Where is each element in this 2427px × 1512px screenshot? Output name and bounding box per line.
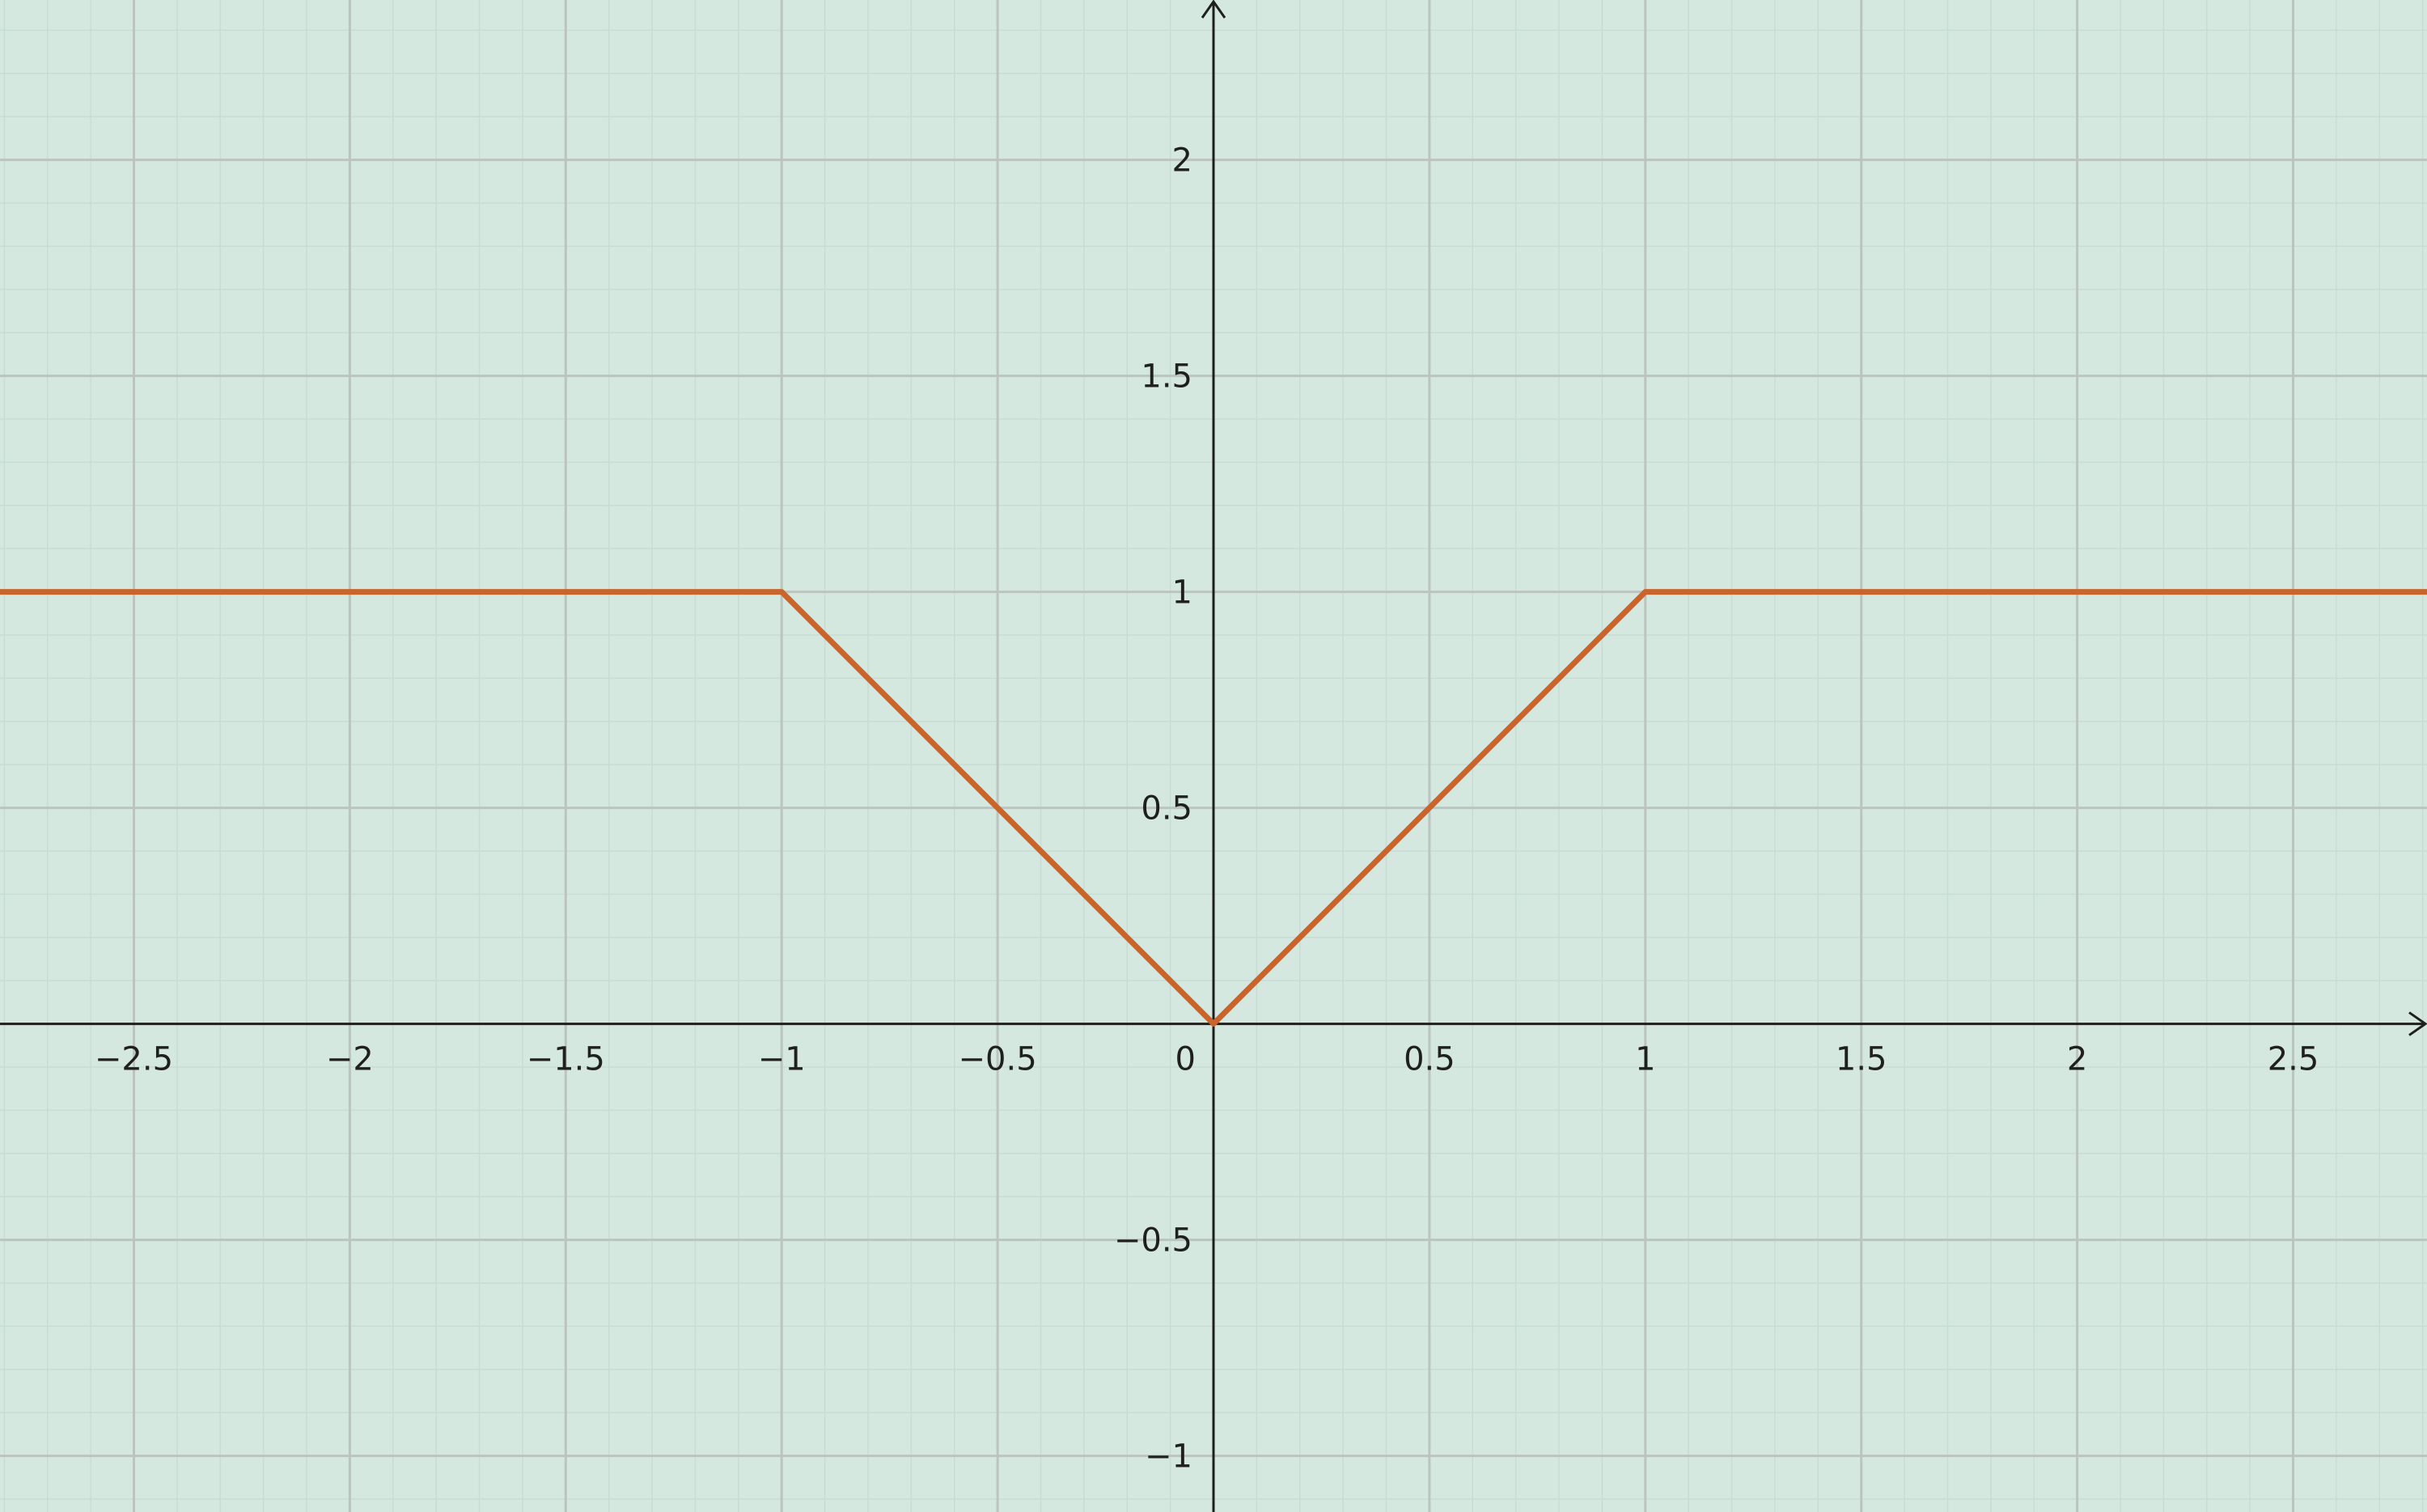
x-tick-label: 1.5	[1836, 1041, 1887, 1078]
y-tick-label: 0.5	[1141, 790, 1192, 828]
y-tick-label: 1.5	[1141, 358, 1192, 396]
x-tick-label: 0.5	[1404, 1041, 1455, 1078]
y-tick-label: 2	[1172, 142, 1192, 180]
x-tick-label: −1	[758, 1041, 806, 1078]
y-tick-label: 1	[1172, 574, 1192, 612]
x-tick-labels: −2.5 −2 −1.5 −1 −0.5 0 0.5 1 1.5 2 2.5	[95, 1041, 2319, 1078]
curves	[0, 589, 2427, 1027]
x-tick-label: −1.5	[527, 1041, 605, 1078]
x-tick-label: 1	[1635, 1041, 1655, 1078]
y-axis-arrow	[1201, 0, 1226, 19]
series-line	[0, 589, 2427, 1027]
x-axis-arrow	[2408, 1011, 2427, 1036]
x-tick-label: 2	[2067, 1041, 2087, 1078]
x-tick-label: 0	[1175, 1041, 1196, 1078]
y-tick-label: −0.5	[1114, 1222, 1192, 1260]
x-tick-label: −0.5	[959, 1041, 1037, 1078]
y-tick-label: −1	[1145, 1438, 1192, 1476]
y-tick-labels: −1 −0.5 0.5 1 1.5 2	[1114, 142, 1192, 1476]
x-tick-label: −2.5	[95, 1041, 173, 1078]
x-tick-label: 2.5	[2268, 1041, 2319, 1078]
x-tick-label: −2	[326, 1041, 374, 1078]
